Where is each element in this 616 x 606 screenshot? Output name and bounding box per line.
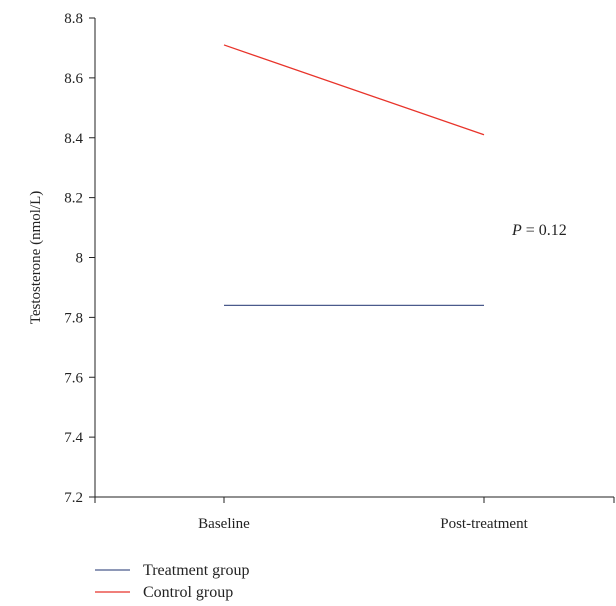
x-tick-label: Baseline — [198, 516, 250, 532]
y-tick-label: 7.8 — [64, 310, 83, 326]
p-value-annotation: P = 0.12 — [511, 222, 567, 239]
p-value-text: = 0.12 — [522, 222, 567, 239]
y-tick-label: 8 — [76, 251, 84, 267]
x-tick-label: Post-treatment — [440, 516, 528, 532]
y-axis-label: Testosterone (nmol/L) — [28, 191, 44, 325]
series-lines — [223, 44, 485, 307]
y-tick-label: 7.2 — [64, 490, 83, 506]
y-tick-label: 7.6 — [64, 370, 83, 386]
x-axis: Baseline Post-treatment — [94, 496, 615, 532]
y-axis: 7.2 7.4 7.6 7.8 8 8.2 8.4 8.6 8.8 — [64, 11, 96, 506]
y-tick-label: 8.6 — [64, 71, 83, 87]
y-tick-label: 7.4 — [64, 430, 83, 446]
y-tick-label: 8.2 — [64, 191, 83, 207]
legend: Treatment group Control group — [95, 562, 250, 601]
y-tick-label: 8.4 — [64, 131, 83, 147]
series-line-1 — [223, 44, 485, 136]
legend-entry: Control group — [143, 584, 233, 601]
p-value-symbol: P — [511, 222, 522, 239]
legend-entry: Treatment group — [143, 562, 250, 579]
y-tick-label: 8.8 — [64, 11, 83, 27]
